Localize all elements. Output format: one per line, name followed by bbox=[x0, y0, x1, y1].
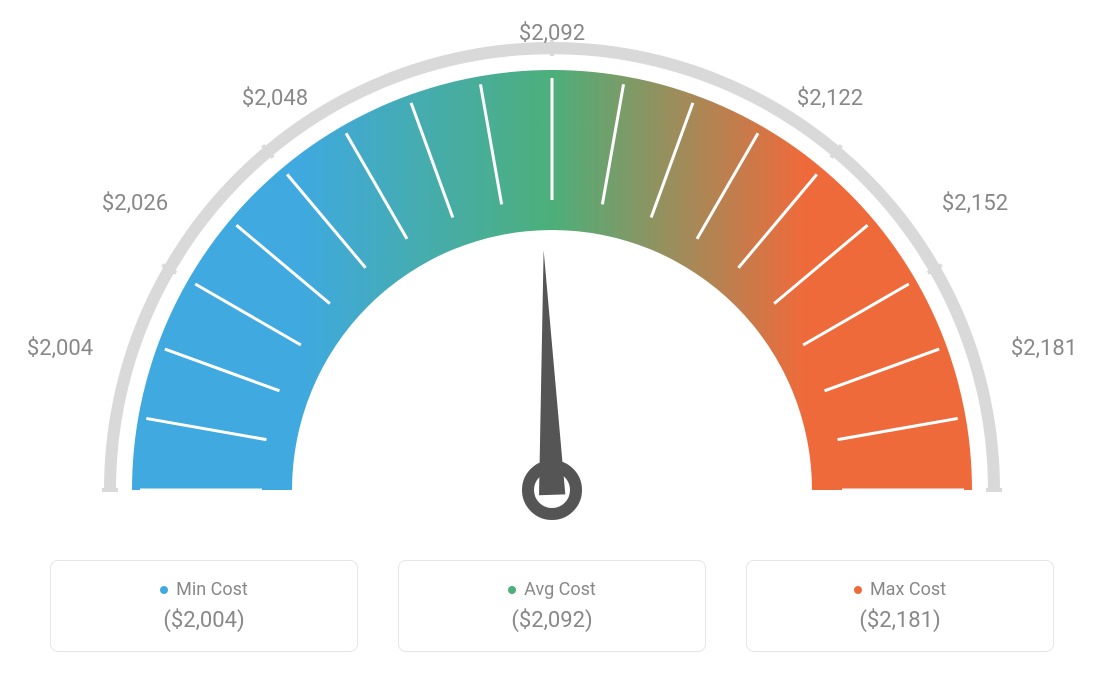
avg-value: ($2,092) bbox=[423, 608, 681, 633]
scale-label: $2,122 bbox=[797, 86, 863, 111]
scale-label: $2,152 bbox=[942, 191, 1008, 216]
avg-label: Avg Cost bbox=[524, 579, 596, 600]
max-cost-card: Max Cost ($2,181) bbox=[746, 560, 1054, 652]
cost-gauge-chart: $2,004 $2,026 $2,048 $2,092 $2,122 $2,152 $2,1… bbox=[0, 0, 1104, 690]
min-value: ($2,004) bbox=[75, 608, 333, 633]
dot-icon bbox=[160, 586, 168, 594]
scale-label: $2,004 bbox=[27, 336, 93, 361]
gauge-svg: $2,004 $2,026 $2,048 $2,092 $2,122 $2,152 $2,1… bbox=[0, 0, 1104, 540]
min-card-header: Min Cost bbox=[75, 579, 333, 600]
avg-cost-card: Avg Cost ($2,092) bbox=[398, 560, 706, 652]
min-label: Min Cost bbox=[176, 579, 248, 600]
min-cost-card: Min Cost ($2,004) bbox=[50, 560, 358, 652]
scale-label: $2,092 bbox=[519, 21, 585, 46]
max-card-header: Max Cost bbox=[771, 579, 1029, 600]
scale-label: $2,026 bbox=[102, 191, 168, 216]
scale-label: $2,181 bbox=[1011, 336, 1077, 361]
needle bbox=[539, 250, 565, 495]
max-label: Max Cost bbox=[870, 579, 946, 600]
dot-icon bbox=[854, 586, 862, 594]
dot-icon bbox=[508, 586, 516, 594]
scale-label: $2,048 bbox=[242, 86, 308, 111]
summary-cards: Min Cost ($2,004) Avg Cost ($2,092) Max … bbox=[0, 560, 1104, 652]
avg-card-header: Avg Cost bbox=[423, 579, 681, 600]
max-value: ($2,181) bbox=[771, 608, 1029, 633]
